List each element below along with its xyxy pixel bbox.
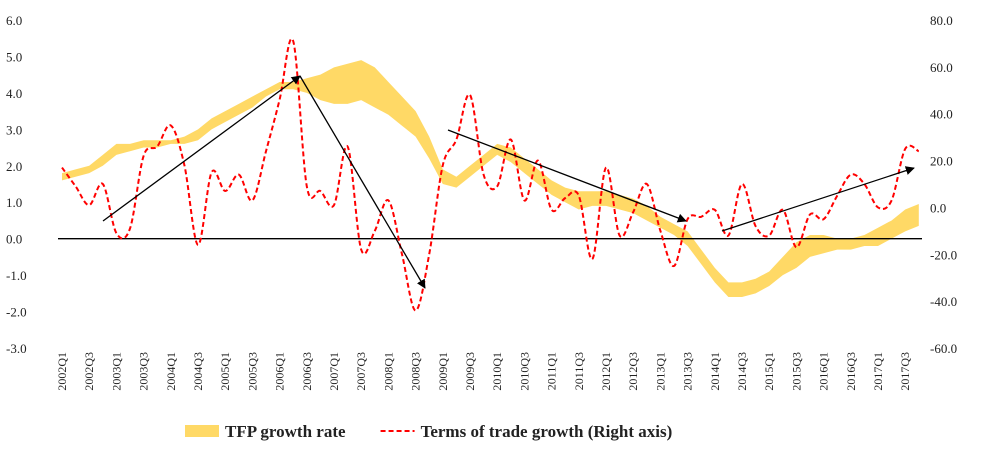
y-tick-label: 3.0: [6, 122, 22, 137]
x-tick-label: 2004Q3: [191, 352, 205, 391]
y2-tick-label: -40.0: [930, 294, 957, 309]
y-tick-label: 0.0: [6, 232, 22, 247]
legend-label: TFP growth rate: [225, 422, 346, 441]
x-tick-label: 2006Q1: [273, 352, 287, 391]
x-tick-label: 2015Q1: [762, 352, 776, 391]
y2-tick-label: 0.0: [930, 200, 946, 215]
x-tick-label: 2007Q1: [327, 352, 341, 391]
x-tick-label: 2003Q1: [109, 352, 123, 391]
x-tick-label: 2011Q1: [545, 352, 559, 390]
x-tick-label: 2016Q1: [817, 352, 831, 391]
y-tick-label: 2.0: [6, 159, 22, 174]
x-tick-label: 2009Q1: [436, 352, 450, 391]
x-tick-label: 2002Q1: [55, 352, 69, 391]
x-tick-label: 2005Q1: [218, 352, 232, 391]
x-tick-label: 2012Q1: [599, 352, 613, 391]
y-tick-label: 6.0: [6, 13, 22, 28]
y-tick-label: 5.0: [6, 49, 22, 64]
x-tick-label: 2015Q3: [789, 352, 803, 391]
arrow: [299, 75, 426, 289]
legend-label: Terms of trade growth (Right axis): [421, 422, 673, 441]
tfp-band: [62, 60, 919, 297]
x-tick-label: 2006Q3: [300, 352, 314, 391]
x-tick-label: 2003Q3: [137, 352, 151, 391]
arrow: [447, 129, 687, 223]
y-tick-label: 4.0: [6, 86, 22, 101]
arrow: [721, 166, 915, 232]
x-tick-label: 2014Q1: [708, 352, 722, 391]
y-tick-label: 1.0: [6, 195, 22, 210]
x-tick-label: 2008Q3: [409, 352, 423, 391]
legend-swatch: [185, 425, 219, 437]
y2-tick-label: 60.0: [930, 60, 953, 75]
x-tick-label: 2007Q3: [354, 352, 368, 391]
x-tick-label: 2016Q3: [844, 352, 858, 391]
y2-tick-label: -60.0: [930, 341, 957, 356]
y2-tick-label: -20.0: [930, 247, 957, 262]
y-tick-label: -3.0: [6, 341, 27, 356]
x-tick-label: 2017Q3: [898, 352, 912, 391]
x-tick-label: 2010Q1: [490, 352, 504, 391]
x-tick-label: 2008Q1: [381, 352, 395, 391]
x-tick-label: 2010Q3: [517, 352, 531, 391]
x-tick-label: 2014Q3: [735, 352, 749, 391]
y-tick-label: -2.0: [6, 305, 27, 320]
y2-tick-label: 40.0: [930, 107, 953, 122]
x-tick-label: 2011Q3: [572, 352, 586, 390]
x-tick-label: 2009Q3: [463, 352, 477, 391]
x-tick-label: 2012Q3: [626, 352, 640, 391]
x-tick-label: 2002Q3: [82, 352, 96, 391]
arrow: [102, 75, 301, 222]
x-tick-label: 2013Q3: [681, 352, 695, 391]
x-tick-label: 2013Q1: [653, 352, 667, 391]
x-tick-label: 2005Q3: [245, 352, 259, 391]
annotation-arrows: [102, 75, 915, 289]
x-tick-label: 2017Q1: [871, 352, 885, 391]
y2-tick-label: 20.0: [930, 154, 953, 169]
x-tick-label: 2004Q1: [164, 352, 178, 391]
y-tick-label: -1.0: [6, 268, 27, 283]
plot-area: [58, 37, 922, 312]
y2-tick-label: 80.0: [930, 13, 953, 28]
tot-line: [61, 37, 920, 312]
